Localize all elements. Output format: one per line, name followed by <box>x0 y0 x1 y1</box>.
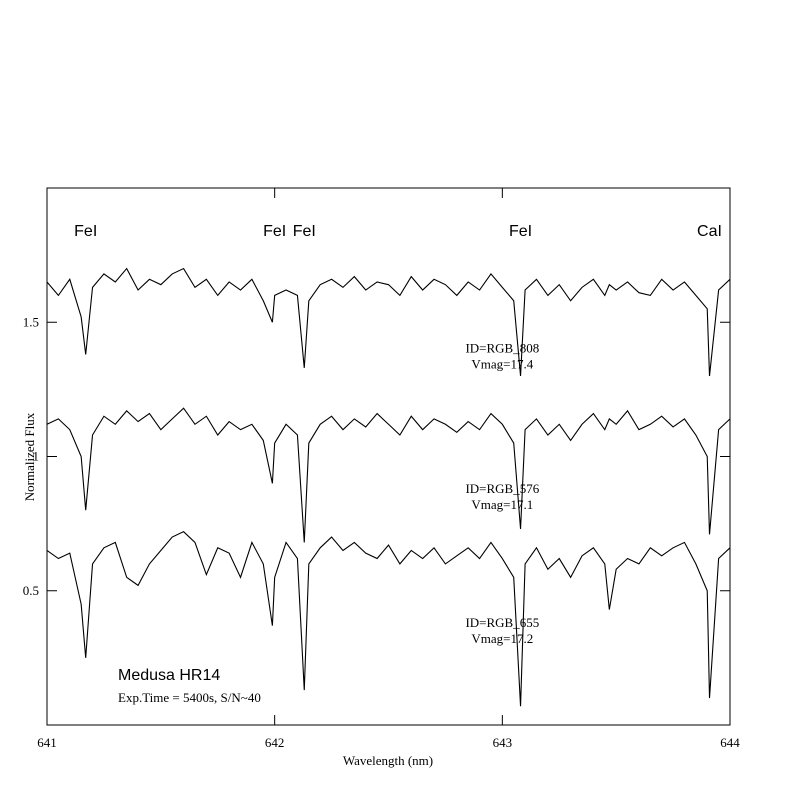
y-axis-label: Normalized Flux <box>22 412 37 501</box>
spectrum-line <box>46 267 731 377</box>
spectrum-magnitude: Vmag=17.1 <box>471 497 533 512</box>
x-tick-label: 643 <box>493 735 513 750</box>
x-tick-label: 644 <box>720 735 740 750</box>
instrument-label: Medusa HR14 <box>118 667 220 684</box>
line-label: FeI <box>74 223 97 240</box>
spectrum-line <box>46 531 731 707</box>
line-label: FeI <box>263 223 286 240</box>
x-axis-label: Wavelength (nm) <box>343 753 433 768</box>
y-tick-label: 1.5 <box>23 314 39 329</box>
spectrum-id: ID=RGB_576 <box>465 481 539 496</box>
x-tick-label: 642 <box>265 735 285 750</box>
y-tick-label: 0.5 <box>23 583 39 598</box>
y-tick-label: 1 <box>33 449 40 464</box>
spectrum-id: ID=RGB_808 <box>465 340 539 355</box>
spectrum-magnitude: Vmag=17.2 <box>471 631 533 646</box>
plot-frame <box>46 187 731 726</box>
spectrum-line <box>46 407 731 543</box>
line-label: FeI <box>293 223 316 240</box>
line-label: FeI <box>509 223 532 240</box>
spectrum-id: ID=RGB_655 <box>465 615 539 630</box>
line-label: CaI <box>697 223 722 240</box>
x-tick-label: 641 <box>37 735 57 750</box>
spectrum-magnitude: Vmag=17.4 <box>471 356 533 371</box>
exposure-label: Exp.Time = 5400s, S/N~40 <box>118 690 261 705</box>
